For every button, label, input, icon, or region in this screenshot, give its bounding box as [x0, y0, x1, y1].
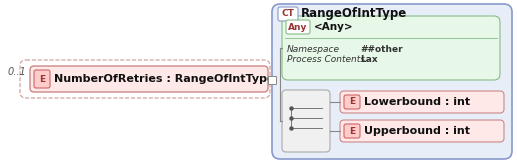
FancyBboxPatch shape: [344, 95, 360, 109]
Bar: [268, 76, 276, 84]
Text: Any: Any: [288, 22, 308, 31]
FancyBboxPatch shape: [286, 20, 310, 34]
Text: CT: CT: [282, 9, 295, 18]
FancyBboxPatch shape: [278, 7, 298, 21]
Text: Upperbound : int: Upperbound : int: [364, 126, 470, 136]
FancyBboxPatch shape: [344, 124, 360, 138]
Text: Process Contents: Process Contents: [287, 55, 365, 65]
Text: E: E: [349, 97, 355, 106]
Text: <Any>: <Any>: [314, 22, 354, 32]
FancyBboxPatch shape: [34, 70, 50, 88]
FancyBboxPatch shape: [340, 120, 504, 142]
Text: RangeOfIntType: RangeOfIntType: [301, 7, 407, 21]
Text: 0..1: 0..1: [8, 67, 27, 77]
Text: ##other: ##other: [360, 44, 403, 53]
Text: NumberOfRetries : RangeOfIntType: NumberOfRetries : RangeOfIntType: [54, 74, 275, 84]
Text: Lowerbound : int: Lowerbound : int: [364, 97, 470, 107]
Text: E: E: [39, 74, 45, 83]
Text: Lax: Lax: [360, 55, 377, 65]
FancyBboxPatch shape: [340, 91, 504, 113]
Text: Namespace: Namespace: [287, 44, 340, 53]
FancyBboxPatch shape: [30, 66, 268, 92]
FancyBboxPatch shape: [282, 16, 500, 80]
Text: E: E: [349, 126, 355, 135]
FancyBboxPatch shape: [282, 90, 330, 152]
FancyBboxPatch shape: [272, 4, 512, 159]
